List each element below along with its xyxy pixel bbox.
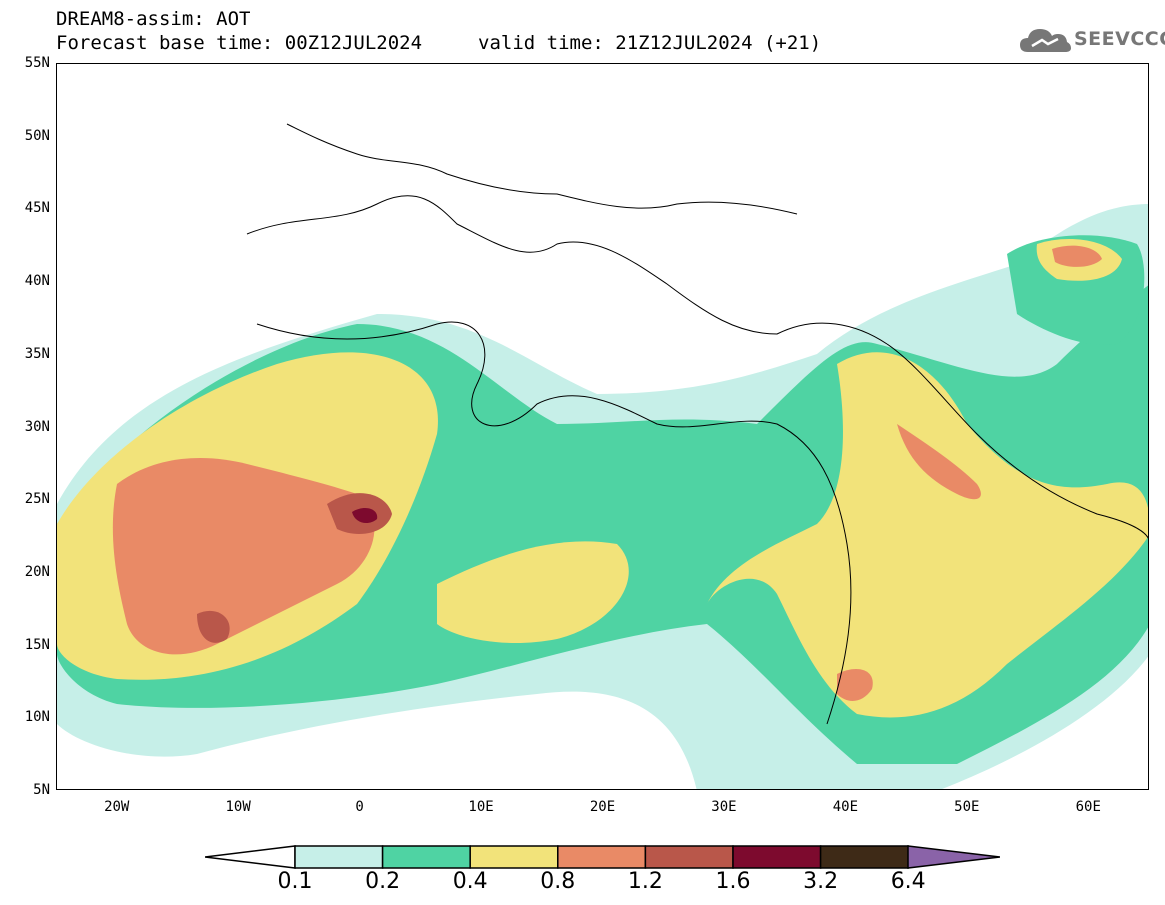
lon-label: 20W: [104, 799, 130, 815]
colorbar-level: 0.4: [452, 869, 488, 894]
aot-band-0.8-south: [837, 669, 873, 701]
lon-label: 30E: [711, 799, 737, 815]
aot-map: [56, 63, 1149, 790]
aot-band-1.6: [352, 508, 378, 524]
coastlines: [246, 123, 1148, 725]
lat-label: 15N: [24, 636, 50, 653]
aot-band-1.2-south: [197, 610, 230, 643]
colorbar: [205, 845, 1000, 869]
colorbar-box: [469, 845, 559, 869]
colorbar-box: [294, 845, 384, 869]
lon-label: 50E: [954, 799, 980, 815]
valid-time: valid time: 21Z12JUL2024 (+21): [478, 32, 822, 54]
cloud-icon: [1020, 29, 1071, 52]
lat-label: 10N: [24, 709, 50, 726]
colorbar-box: [381, 845, 471, 869]
colorbar-box: [819, 845, 909, 869]
lat-label: 35N: [24, 345, 50, 362]
colorbar-box: [557, 845, 647, 869]
seevccc-logo: SEEVCCC: [1018, 24, 1165, 56]
colorbar-level: 3.2: [803, 869, 839, 894]
lon-label: 10E: [468, 799, 494, 815]
lat-label: 40N: [24, 273, 50, 290]
aot-band-0.8-arabia: [897, 424, 981, 500]
lat-label: 5N: [33, 782, 50, 798]
colorbar-level: 1.6: [715, 869, 751, 894]
lat-label: 30N: [24, 418, 50, 435]
lon-label: 0: [355, 799, 364, 815]
lon-label: 40E: [832, 799, 859, 815]
aot-field: [57, 204, 1148, 789]
colorbar-level: 0.1: [277, 869, 313, 894]
map-title: DREAM8-assim: AOT: [56, 8, 251, 30]
colorbar-under-arrow: [205, 845, 296, 869]
colorbar-level: 1.2: [627, 869, 663, 894]
lon-label: 20E: [589, 799, 616, 815]
colorbar-over-arrow: [907, 845, 1000, 869]
forecast-base-time: Forecast base time: 00Z12JUL2024: [56, 32, 423, 54]
logo-text: SEEVCCC: [1074, 28, 1165, 50]
aot-band-0.8-caspian: [1052, 245, 1102, 267]
aot-band-0.8-west: [112, 458, 375, 655]
lon-label: 10W: [225, 799, 251, 815]
lat-label: 20N: [24, 563, 50, 580]
lat-label: 25N: [24, 491, 50, 508]
colorbar-level: 0.2: [365, 869, 401, 894]
aot-band-0.4-central: [437, 541, 629, 644]
colorbar-level: 6.4: [890, 869, 926, 894]
colorbar-box: [732, 845, 822, 869]
colorbar-level: 0.8: [540, 869, 576, 894]
colorbar-box: [644, 845, 734, 869]
lat-label: 50N: [24, 127, 50, 144]
lon-label: 60E: [1075, 799, 1101, 815]
lat-label: 55N: [24, 55, 50, 71]
aot-band-0.4-arabia: [707, 352, 1148, 718]
lat-label: 45N: [24, 200, 50, 217]
